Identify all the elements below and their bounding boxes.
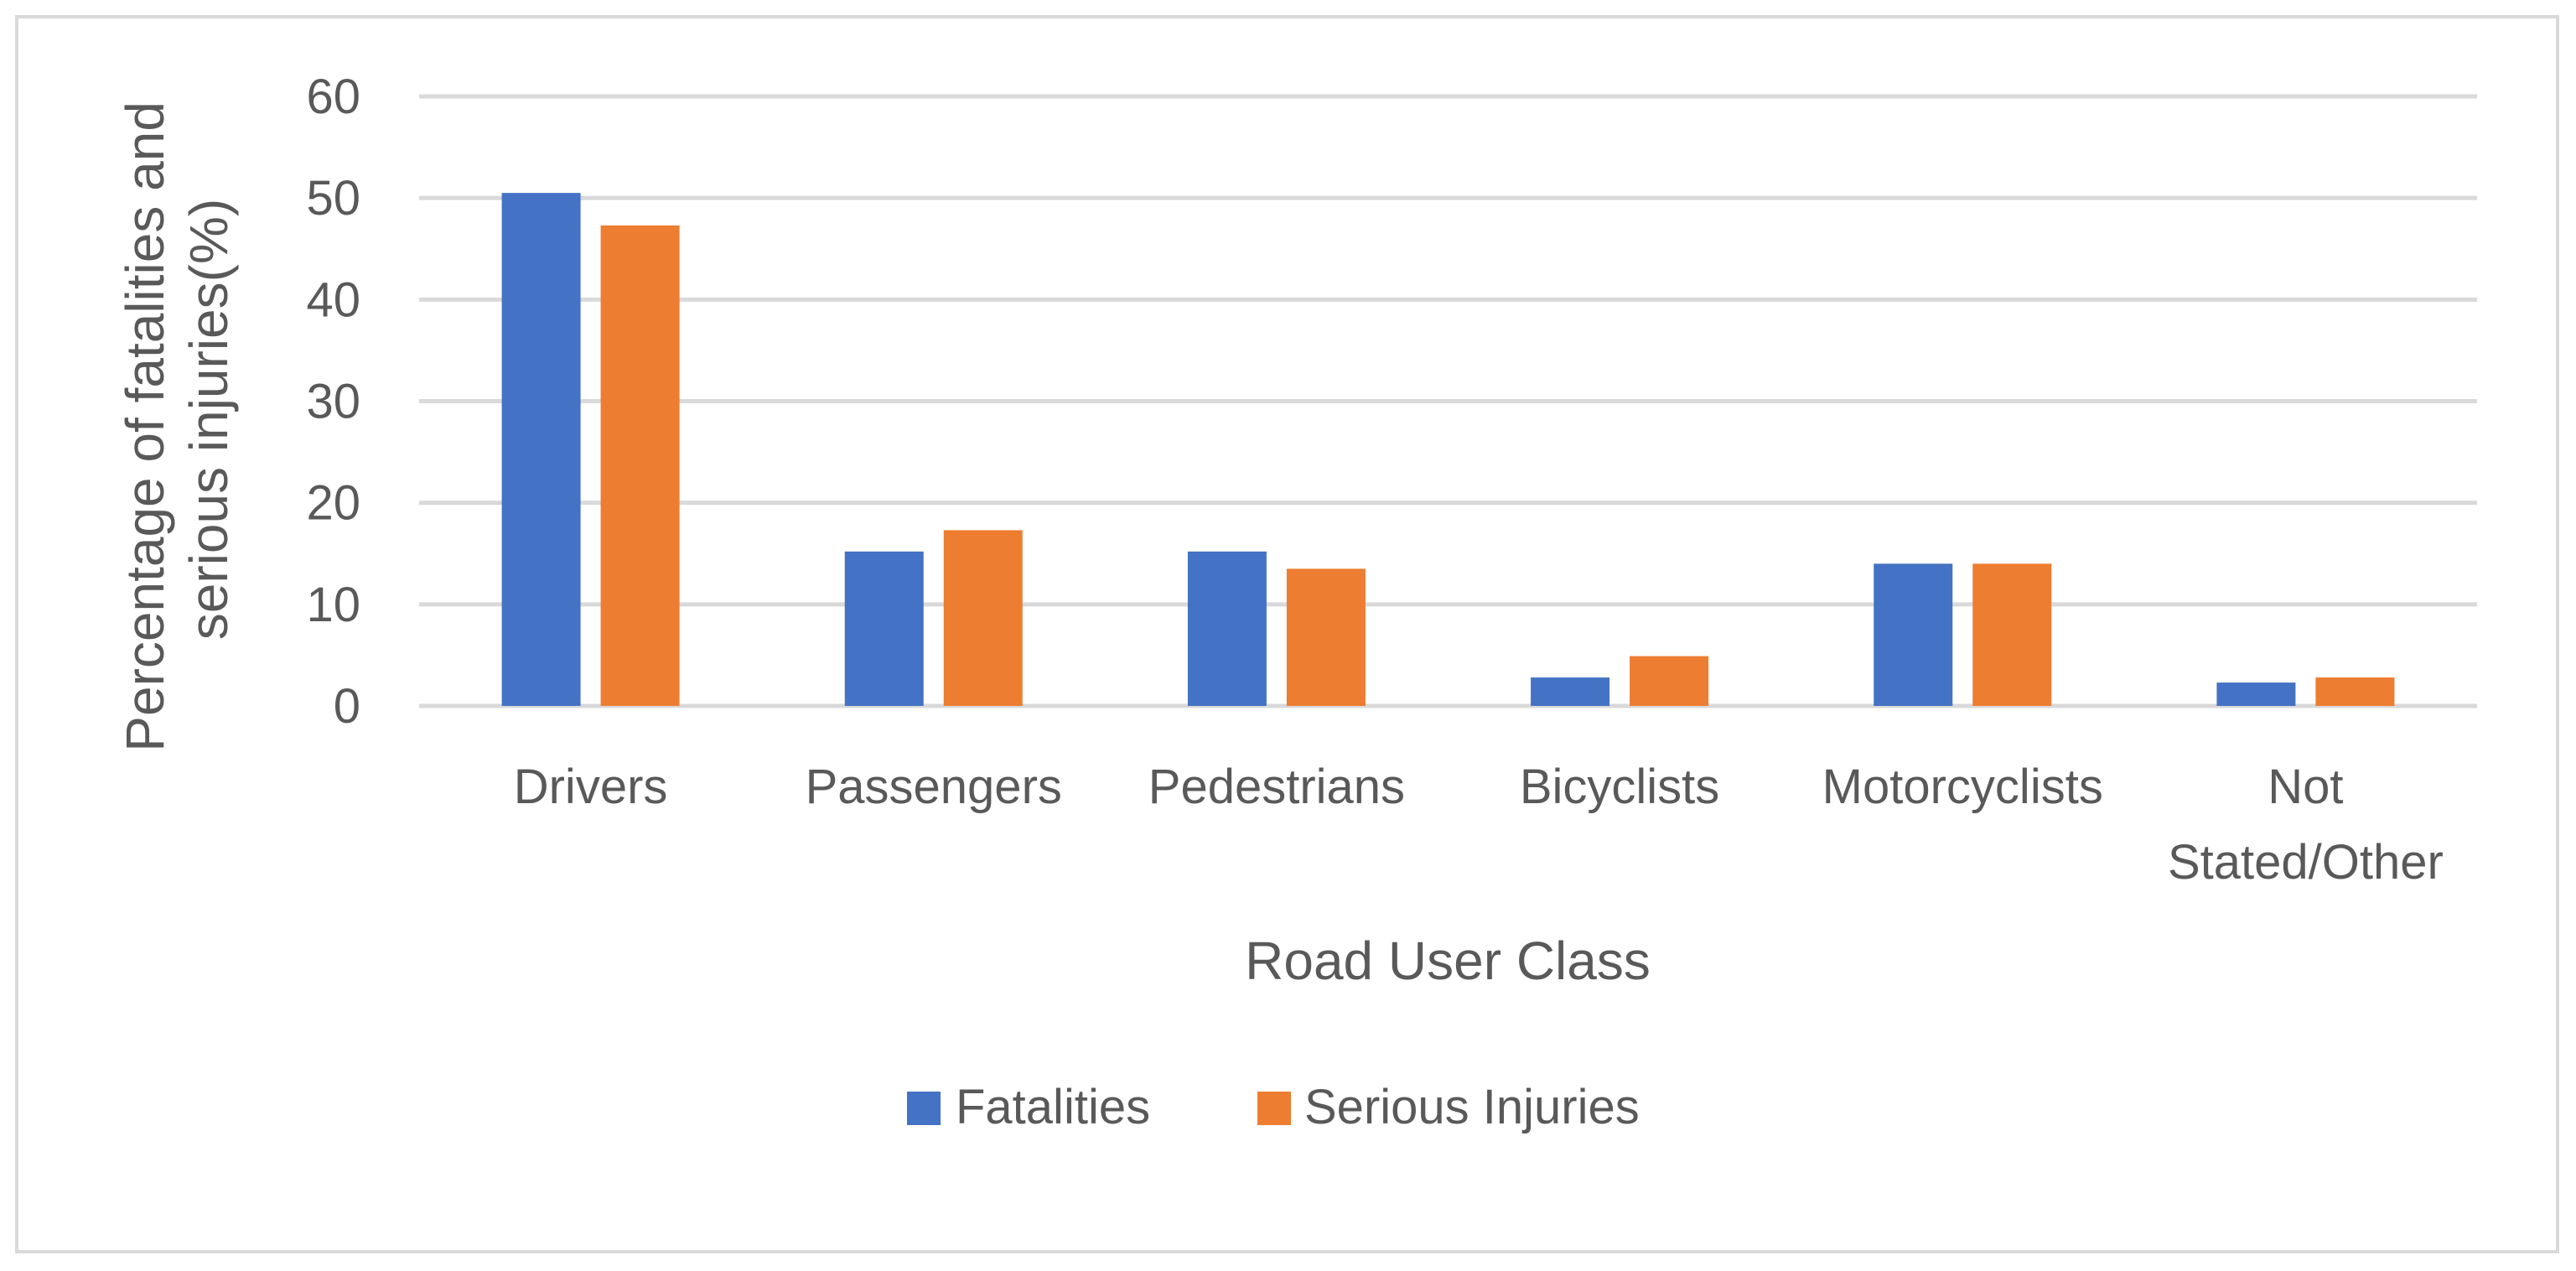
bar-fatalities [1531,677,1610,706]
x-tick-label-line: Bicyclists [1520,760,1719,814]
x-tick-label-line: Drivers [514,760,668,814]
bar-serious-injuries [1286,568,1366,706]
bar-fatalities [2216,682,2296,706]
y-axis-title-line: Percentage of fatalities and [115,101,175,752]
bar-serious-injuries [1972,563,2052,706]
legend: Fatalities Serious Injuries [907,1080,1640,1134]
bar-fatalities [844,551,924,706]
x-tick-label: Bicyclists [1520,760,1719,814]
bar-serious-injuries [600,225,680,706]
legend-label: Fatalities [956,1080,1150,1134]
bar-fatalities [1187,551,1267,706]
gridlines [419,94,2477,708]
x-tick-label-line: Passengers [806,760,1062,814]
x-tick-label: Passengers [806,760,1062,814]
y-tick-label: 30 [306,375,360,429]
bar-fatalities [501,193,581,706]
y-axis-ticks: 0 10 20 30 40 50 60 [306,70,360,734]
x-tick-label: Motorcyclists [1822,760,2103,814]
x-tick-label-line: Motorcyclists [1822,760,2103,814]
x-tick-label-line: Stated/Other [2168,835,2444,890]
x-tick-label: Not Stated/Other [2168,760,2444,890]
bar-serious-injuries [943,530,1023,706]
y-axis-title-line: serious injuries(%) [179,199,239,640]
y-axis-title: Percentage of fatalities and serious inj… [115,86,239,751]
legend-label: Serious Injuries [1304,1080,1640,1134]
bars [501,193,2395,706]
y-tick-label: 0 [334,679,360,734]
legend-swatch [907,1092,941,1125]
x-axis-ticks: Drivers Passengers Pedestrians Bicyclists Mo… [514,760,2444,890]
x-tick-label-line: Pedestrians [1148,760,1405,814]
y-tick-label: 60 [306,70,360,124]
x-tick-label-line: Not [2268,760,2343,814]
bar-fatalities [1874,563,1953,706]
bar-serious-injuries [1630,656,1709,706]
x-axis-title: Road User Class [1245,931,1651,991]
bar-serious-injuries [2315,677,2395,706]
x-tick-label: Pedestrians [1148,760,1405,814]
x-tick-label: Drivers [514,760,668,814]
legend-swatch [1257,1092,1291,1125]
y-tick-label: 20 [306,476,360,531]
y-tick-label: 10 [306,578,360,632]
y-tick-label: 50 [306,171,360,226]
y-tick-label: 40 [306,272,360,327]
